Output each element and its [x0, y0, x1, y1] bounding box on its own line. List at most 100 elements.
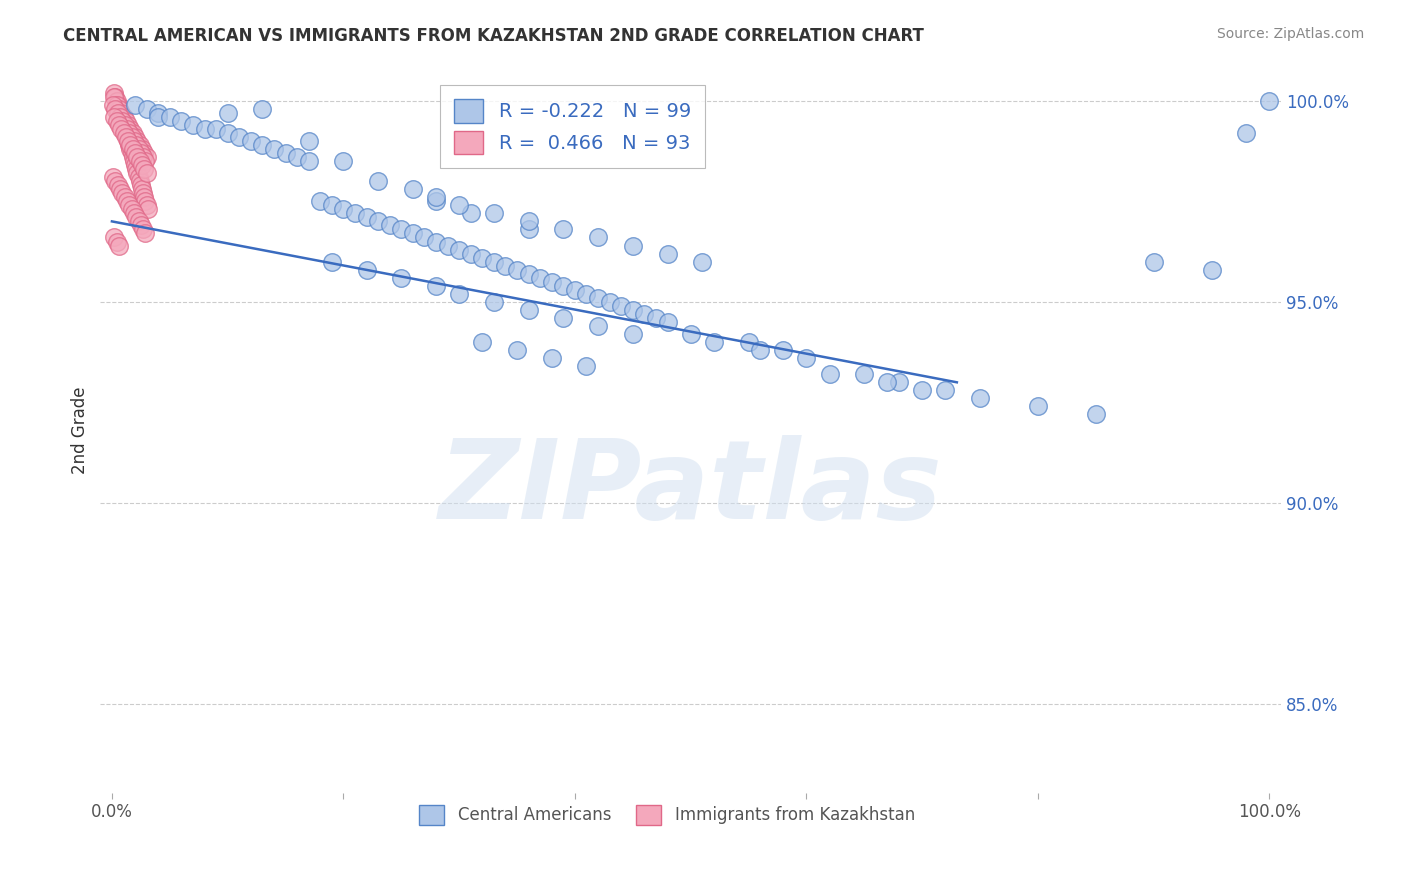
Point — [121, 129, 143, 144]
Point — [425, 194, 447, 209]
Point — [105, 235, 128, 249]
Point — [125, 162, 148, 177]
Point — [449, 243, 471, 257]
Point — [110, 121, 132, 136]
Point — [482, 294, 505, 309]
Point — [969, 392, 991, 406]
Point — [517, 302, 540, 317]
Point — [110, 110, 132, 124]
Point — [181, 118, 204, 132]
Point — [118, 138, 141, 153]
Point — [111, 186, 134, 201]
Point — [134, 154, 156, 169]
Point — [128, 170, 150, 185]
Point — [125, 211, 148, 225]
Point — [252, 138, 274, 153]
Point — [749, 343, 772, 358]
Point — [193, 121, 215, 136]
Point — [517, 222, 540, 236]
Text: CENTRAL AMERICAN VS IMMIGRANTS FROM KAZAKHSTAN 2ND GRADE CORRELATION CHART: CENTRAL AMERICAN VS IMMIGRANTS FROM KAZA… — [63, 27, 924, 45]
Point — [125, 138, 148, 153]
Point — [506, 262, 529, 277]
Point — [112, 110, 135, 124]
Point — [127, 134, 149, 148]
Point — [135, 150, 157, 164]
Point — [285, 150, 308, 164]
Point — [148, 105, 170, 120]
Point — [104, 89, 127, 103]
Point — [124, 129, 146, 144]
Point — [101, 97, 124, 112]
Point — [134, 190, 156, 204]
Point — [911, 384, 934, 398]
Point — [122, 206, 145, 220]
Point — [1143, 254, 1166, 268]
Point — [425, 190, 447, 204]
Point — [108, 110, 131, 124]
Point — [471, 251, 494, 265]
Point — [274, 146, 297, 161]
Point — [115, 194, 138, 209]
Point — [553, 278, 575, 293]
Point — [131, 182, 153, 196]
Point — [107, 105, 129, 120]
Point — [114, 190, 136, 204]
Point — [586, 291, 609, 305]
Point — [135, 102, 157, 116]
Point — [132, 150, 155, 164]
Point — [449, 286, 471, 301]
Point — [114, 129, 136, 144]
Point — [252, 102, 274, 116]
Legend: Central Americans, Immigrants from Kazakhstan: Central Americans, Immigrants from Kazak… — [409, 795, 925, 835]
Point — [1026, 400, 1049, 414]
Text: ZIPatlas: ZIPatlas — [439, 435, 942, 542]
Point — [117, 134, 139, 148]
Point — [114, 118, 136, 132]
Point — [332, 154, 354, 169]
Point — [506, 343, 529, 358]
Point — [657, 246, 679, 260]
Point — [657, 315, 679, 329]
Point — [115, 121, 138, 136]
Point — [118, 198, 141, 212]
Point — [148, 110, 170, 124]
Point — [217, 126, 239, 140]
Point — [378, 219, 401, 233]
Point — [132, 222, 155, 236]
Point — [343, 206, 366, 220]
Point — [553, 310, 575, 325]
Point — [1258, 94, 1281, 108]
Point — [1084, 408, 1107, 422]
Point — [553, 222, 575, 236]
Point — [117, 118, 139, 132]
Point — [136, 202, 159, 217]
Point — [117, 134, 139, 148]
Point — [115, 129, 138, 144]
Point — [471, 334, 494, 349]
Point — [356, 211, 378, 225]
Point — [356, 262, 378, 277]
Point — [103, 86, 125, 100]
Point — [517, 267, 540, 281]
Point — [321, 254, 343, 268]
Point — [690, 254, 713, 268]
Point — [111, 113, 134, 128]
Point — [124, 146, 146, 161]
Point — [887, 376, 910, 390]
Point — [205, 121, 228, 136]
Point — [621, 326, 644, 341]
Point — [108, 105, 131, 120]
Point — [633, 307, 655, 321]
Point — [103, 89, 125, 103]
Point — [114, 126, 136, 140]
Point — [134, 162, 156, 177]
Point — [575, 286, 598, 301]
Point — [934, 384, 956, 398]
Point — [586, 230, 609, 244]
Point — [239, 134, 262, 148]
Point — [540, 275, 562, 289]
Point — [128, 214, 150, 228]
Point — [128, 142, 150, 156]
Text: Source: ZipAtlas.com: Source: ZipAtlas.com — [1216, 27, 1364, 41]
Point — [853, 368, 876, 382]
